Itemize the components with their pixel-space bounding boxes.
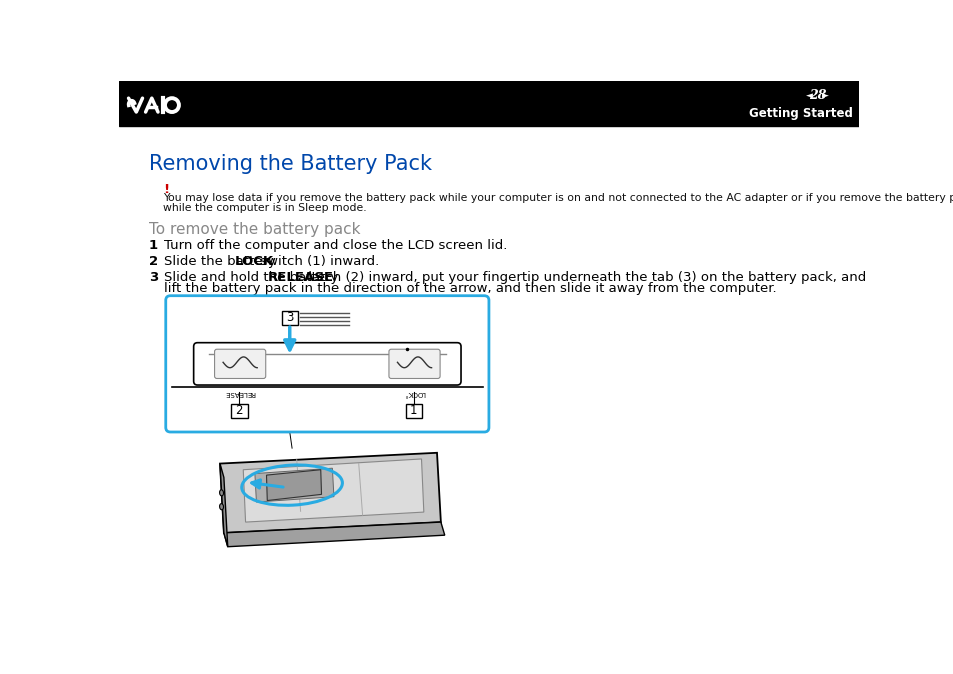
FancyBboxPatch shape (193, 342, 460, 385)
FancyBboxPatch shape (281, 311, 297, 325)
Text: Slide the battery: Slide the battery (164, 255, 280, 268)
Bar (119, 81, 858, 126)
Text: ∕AIO: ∕AIO (130, 90, 215, 123)
Ellipse shape (219, 503, 223, 510)
Text: Removing the Battery Pack: Removing the Battery Pack (149, 154, 432, 174)
Text: while the computer is in Sleep mode.: while the computer is in Sleep mode. (163, 203, 367, 212)
Text: switch (1) inward.: switch (1) inward. (256, 255, 379, 268)
FancyBboxPatch shape (214, 349, 266, 379)
Polygon shape (220, 464, 228, 547)
Text: LOCK°: LOCK° (403, 390, 425, 396)
Text: 1: 1 (410, 404, 417, 417)
Text: lift the battery pack in the direction of the arrow, and then slide it away from: lift the battery pack in the direction o… (164, 282, 776, 295)
Text: Slide and hold the battery: Slide and hold the battery (164, 271, 342, 284)
Text: LOCK: LOCK (234, 255, 274, 268)
Polygon shape (220, 453, 440, 533)
Text: 3: 3 (286, 311, 294, 324)
Text: Getting Started: Getting Started (748, 107, 852, 120)
FancyBboxPatch shape (389, 349, 439, 379)
Text: RELEASE: RELEASE (225, 390, 255, 396)
Text: 2: 2 (149, 255, 157, 268)
Text: To remove the battery pack: To remove the battery pack (149, 222, 360, 237)
Polygon shape (243, 459, 423, 522)
Text: 28: 28 (808, 90, 825, 102)
Polygon shape (254, 468, 334, 502)
Text: Turn off the computer and close the LCD screen lid.: Turn off the computer and close the LCD … (164, 239, 507, 251)
Ellipse shape (219, 490, 223, 496)
Text: 3: 3 (149, 271, 158, 284)
FancyBboxPatch shape (231, 404, 247, 418)
Text: ►: ► (821, 92, 828, 100)
Text: 2: 2 (235, 404, 243, 417)
FancyBboxPatch shape (405, 404, 421, 418)
Text: !: ! (163, 183, 170, 196)
FancyBboxPatch shape (166, 296, 488, 432)
Text: RELEASE: RELEASE (267, 271, 333, 284)
Polygon shape (224, 522, 444, 547)
Text: You may lose data if you remove the battery pack while your computer is on and n: You may lose data if you remove the batt… (163, 193, 953, 202)
Text: latch (2) inward, put your fingertip underneath the tab (3) on the battery pack,: latch (2) inward, put your fingertip und… (304, 271, 866, 284)
Text: ◄: ◄ (805, 92, 812, 100)
Text: 1: 1 (149, 239, 157, 251)
Polygon shape (266, 470, 321, 501)
